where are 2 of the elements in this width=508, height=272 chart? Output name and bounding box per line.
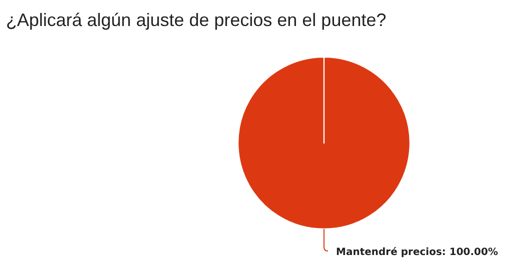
slice-label: Mantendré precios: 100.00% (336, 247, 498, 258)
chart-title: ¿Aplicará algún ajuste de precios en el puente? (6, 10, 386, 30)
